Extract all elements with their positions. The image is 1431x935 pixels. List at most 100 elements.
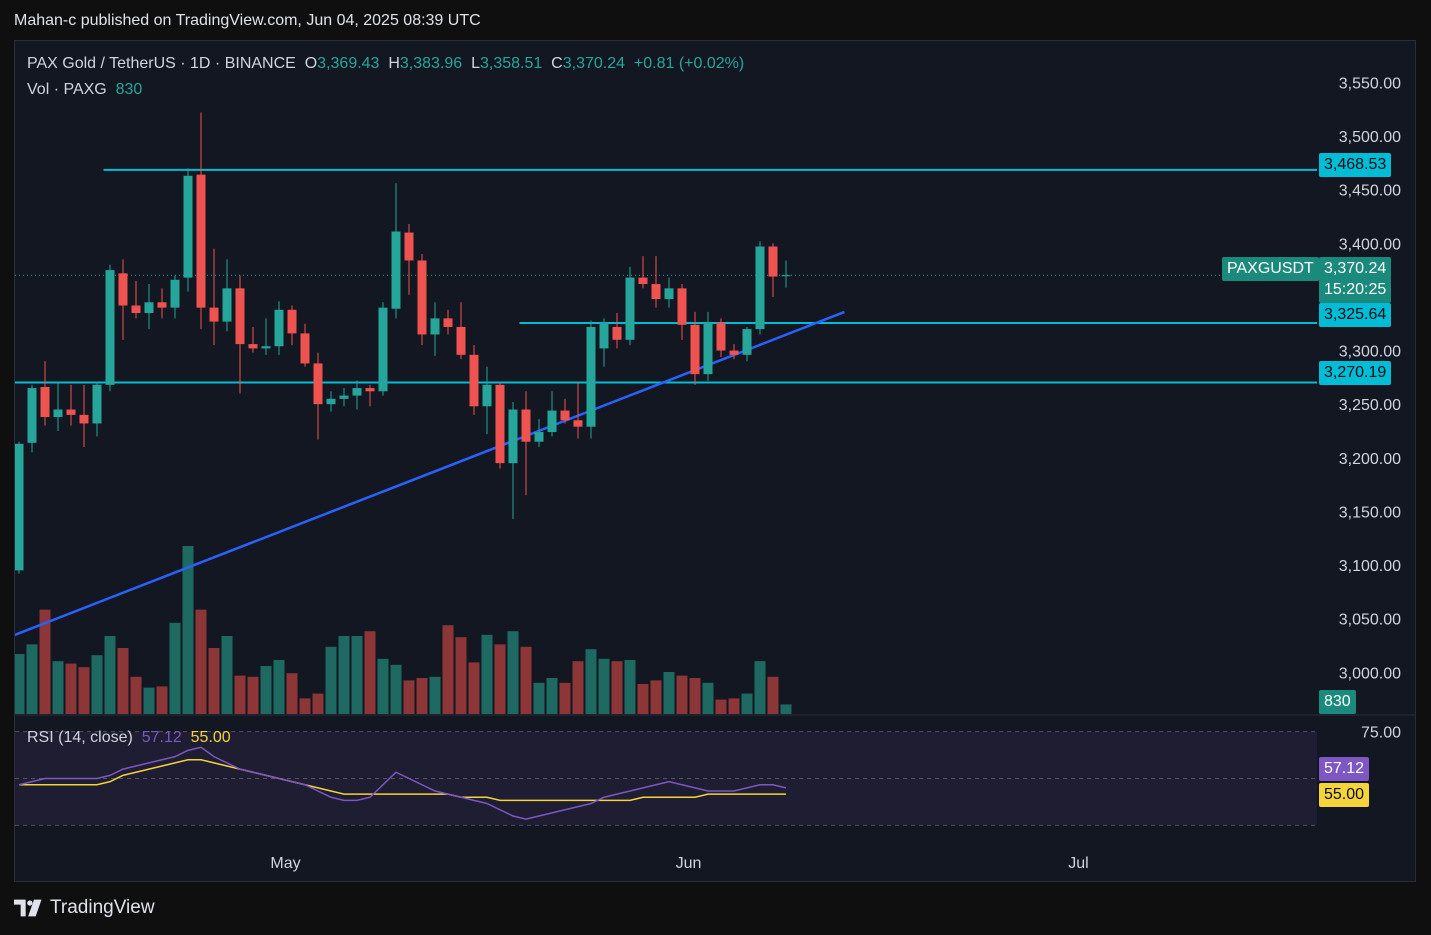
volume-bar (598, 658, 610, 714)
volume-bar (208, 648, 220, 714)
candle-body (703, 322, 713, 375)
candle-body (469, 354, 479, 407)
volume-bar (117, 648, 129, 714)
brand-name: TradingView (50, 897, 155, 918)
candle-body (287, 309, 297, 334)
y-tick-label: 3,100.00 (1339, 558, 1401, 575)
candle-body (729, 350, 739, 355)
candle-body (547, 410, 557, 433)
candle-body (40, 387, 50, 418)
rsi-ma-line (19, 759, 786, 802)
candle-body (15, 443, 24, 571)
volume-bar (91, 655, 103, 714)
price-chart[interactable]: 3,000.00 3,050.00 3,100.00 3,150.00 3,200.00… (15, 41, 1416, 882)
candle-body (105, 270, 115, 385)
footer-brand[interactable]: TradingView (14, 897, 155, 919)
candle-body (651, 284, 661, 300)
candle-body (274, 309, 284, 347)
volume-bar (767, 676, 779, 714)
volume-bar (715, 699, 727, 714)
candle-body (196, 174, 206, 308)
candle-body (430, 318, 440, 335)
volume-bar (247, 676, 259, 714)
candle-body (560, 410, 570, 421)
y-tick-label: 3,300.00 (1339, 344, 1401, 361)
volume-bar (455, 637, 467, 714)
volume-bar (351, 636, 363, 714)
candle-body (248, 344, 258, 349)
rsi-tag: 57.12 (1319, 757, 1370, 781)
volume-bar (221, 636, 233, 714)
candle-body (456, 326, 466, 355)
candle-body (482, 384, 492, 407)
volume-bar (676, 675, 688, 714)
low-value: 3,358.51 (479, 55, 543, 72)
level-high-tag: 3,468.53 (1319, 153, 1392, 177)
candle-body (599, 322, 609, 349)
chart-panel[interactable]: 3,000.00 3,050.00 3,100.00 3,150.00 3,200.00… (14, 40, 1416, 882)
close-value: 3,370.24 (562, 55, 625, 72)
volume-bar (312, 693, 324, 714)
rsi-value: 57.12 (141, 729, 182, 746)
candle-body (612, 326, 622, 340)
candle-body (534, 432, 544, 442)
volume-bar (364, 631, 376, 714)
volume-bar (273, 660, 285, 714)
volume-bar (156, 686, 168, 714)
y-tick-label: 3,400.00 (1339, 236, 1401, 253)
rsi-tick-label: 75.00 (1361, 725, 1401, 742)
candle-body (495, 384, 505, 464)
candle-body (586, 326, 596, 427)
symbol-title[interactable]: PAX Gold / TetherUS · 1D · BINANCE (27, 55, 296, 72)
publisher-caption: Mahan-c published on TradingView.com, Ju… (14, 12, 481, 29)
candle-body (235, 288, 245, 345)
volume-bar (104, 636, 116, 714)
candle-body (352, 388, 362, 396)
y-tick-label: 3,150.00 (1339, 504, 1401, 521)
y-tick-label: 3,050.00 (1339, 612, 1401, 629)
candle-body (716, 322, 726, 351)
volume-bar (572, 661, 584, 714)
candle-body (638, 277, 648, 285)
candle-body (443, 318, 453, 327)
candle-body (183, 175, 193, 278)
y-tick-label: 3,000.00 (1339, 665, 1401, 682)
volume-bar (650, 680, 662, 714)
volume-bar (260, 666, 272, 714)
x-tick-label: Jun (676, 855, 702, 872)
low-label: L (471, 55, 480, 72)
volume-tag: 830 (1319, 690, 1356, 714)
candle-body (144, 302, 154, 314)
candle-body (742, 329, 752, 355)
volume-bar (637, 684, 649, 714)
last-price-value: 3,370.24 (1324, 260, 1387, 277)
candle-body (261, 346, 271, 349)
volume-bar (325, 646, 337, 714)
last-price-tag: 3,370.24 15:20:25 (1319, 257, 1392, 303)
y-tick-label: 3,250.00 (1339, 397, 1401, 414)
candle-body (209, 307, 219, 322)
rsi-ma-value: 55.00 (190, 729, 231, 746)
volume-bar (416, 678, 428, 714)
candle-body (53, 409, 63, 418)
volume-bar (559, 682, 571, 714)
volume-bar (390, 664, 402, 714)
candle-body (131, 305, 141, 314)
rsi-legend[interactable]: RSI (14, close) 57.12 55.00 (27, 729, 231, 747)
high-value: 3,383.96 (399, 55, 463, 72)
volume-legend[interactable]: Vol · PAXG 830 (27, 81, 142, 99)
volume-bar (195, 609, 207, 714)
y-tick-label: 3,200.00 (1339, 451, 1401, 468)
volume-bar (624, 660, 636, 714)
volume-bar (702, 682, 714, 714)
volume-bar (78, 667, 90, 714)
volume-bar (481, 634, 493, 714)
volume-bar (377, 658, 389, 714)
candle-body (170, 279, 180, 308)
volume-bar (468, 662, 480, 714)
candle-body (664, 288, 674, 300)
volume-label: Vol · PAXG (27, 81, 107, 98)
candle-body (339, 395, 349, 399)
volume-bar (26, 644, 38, 714)
volume-bar (338, 636, 350, 714)
